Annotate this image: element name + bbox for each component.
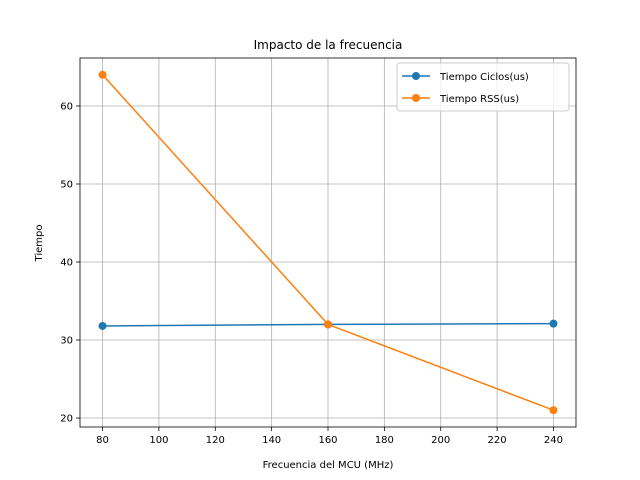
legend-box [396, 62, 570, 112]
y-axis-label: Tiempo [34, 225, 45, 263]
legend-marker-rss [412, 94, 420, 102]
legend-label-rss: Tiempo RSS(us) [439, 94, 519, 105]
data-point-1-2 [549, 406, 558, 415]
data-point-1-1 [324, 320, 332, 329]
data-point-0-0 [98, 321, 107, 330]
x-tick-label: 140 [262, 435, 281, 446]
x-tick-label: 100 [149, 435, 168, 446]
x-tick-label: 180 [375, 435, 394, 446]
y-tick-label: 50 [60, 179, 73, 190]
y-axis-ticks: 20 30 40 50 60 [60, 101, 80, 425]
legend-label-ciclos: Tiempo Ciclos(us) [439, 72, 529, 83]
x-tick-label: 160 [318, 435, 337, 446]
x-tick-label: 220 [488, 435, 507, 446]
x-axis-label: Frecuencia del MCU (MHz) [263, 460, 394, 471]
x-tick-label: 240 [544, 435, 563, 446]
y-tick-label: 20 [60, 414, 73, 425]
x-tick-label: 80 [96, 435, 109, 446]
x-axis-ticks: 80 100 120 140 160 180 200 220 240 [96, 427, 563, 446]
chart-title: Impacto de la frecuencia [254, 38, 403, 52]
y-tick-label: 30 [60, 336, 73, 347]
data-point-0-2 [549, 319, 558, 328]
y-tick-label: 40 [60, 258, 73, 269]
data-point-1-0 [98, 70, 107, 79]
legend-marker-ciclos [412, 72, 420, 80]
legend: Tiempo Ciclos(us) Tiempo RSS(us) [396, 62, 570, 112]
series-layer [98, 70, 558, 415]
x-tick-label: 200 [431, 435, 450, 446]
y-tick-label: 60 [60, 101, 73, 112]
grid [80, 58, 576, 427]
x-tick-label: 120 [206, 435, 225, 446]
